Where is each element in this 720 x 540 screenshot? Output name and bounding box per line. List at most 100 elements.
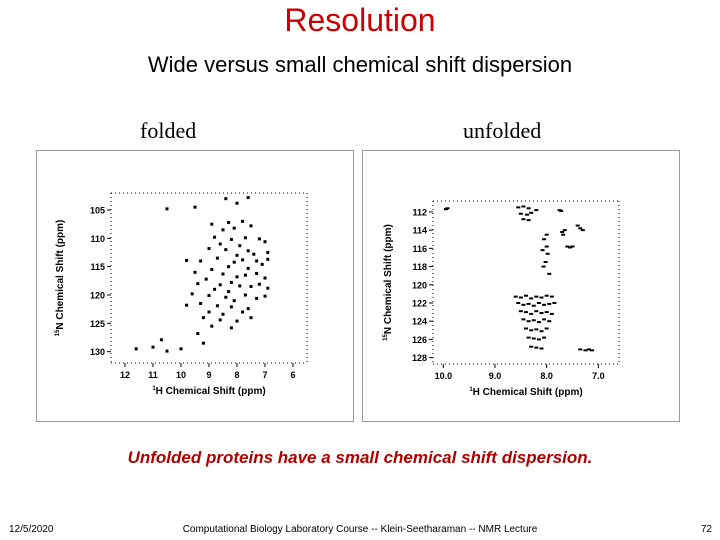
peak-point xyxy=(246,249,250,253)
peak-point xyxy=(513,295,518,298)
x-tick-label: 11 xyxy=(148,370,158,380)
peak-point xyxy=(207,247,211,251)
x-tick-label: 9 xyxy=(206,370,211,380)
y-tick-label: 122 xyxy=(412,298,427,308)
peak-point xyxy=(246,196,250,200)
y-tick-label: 118 xyxy=(412,262,427,272)
peak-point xyxy=(516,206,521,209)
peak-point xyxy=(560,230,565,233)
peak-point xyxy=(241,258,245,262)
unfolded-label: unfolded xyxy=(463,118,542,143)
x-tick-label: 10 xyxy=(176,370,186,380)
peak-point xyxy=(529,345,534,348)
peak-point xyxy=(255,271,259,275)
peak-point xyxy=(151,345,155,349)
x-tick-label: 7.0 xyxy=(592,371,605,381)
peak-point xyxy=(529,211,534,214)
folded-label: folded xyxy=(140,118,197,143)
y-tick-label: 115 xyxy=(90,262,105,272)
peak-point xyxy=(575,224,580,227)
peak-point xyxy=(547,320,552,323)
peak-point xyxy=(536,338,541,341)
peak-point xyxy=(257,282,261,286)
peak-point xyxy=(539,312,544,315)
peak-point xyxy=(534,346,539,349)
peak-point xyxy=(547,272,552,275)
peak-point xyxy=(526,302,531,305)
peak-point xyxy=(196,332,200,336)
peak-point xyxy=(562,229,567,232)
peak-point xyxy=(542,318,547,321)
peak-point xyxy=(445,207,450,210)
y-tick-label: 126 xyxy=(412,335,427,345)
peak-point xyxy=(536,301,541,304)
peak-point xyxy=(266,286,270,290)
peak-point xyxy=(529,297,534,300)
peak-point xyxy=(224,248,228,252)
peak-point xyxy=(529,329,534,332)
peak-point xyxy=(165,349,169,353)
peak-point xyxy=(544,311,549,314)
peak-point xyxy=(243,273,247,277)
peak-point xyxy=(544,245,549,248)
peak-point xyxy=(570,245,575,248)
peak-point xyxy=(213,287,217,291)
y-tick-label: 124 xyxy=(412,317,427,327)
peak-point xyxy=(565,245,570,248)
peak-point xyxy=(539,330,544,333)
peak-point xyxy=(201,341,205,345)
y-tick-label: 112 xyxy=(412,207,427,217)
peak-point xyxy=(521,218,526,221)
peak-point xyxy=(229,305,233,309)
peak-point xyxy=(224,197,228,201)
peak-point xyxy=(525,213,530,216)
peak-point xyxy=(232,260,236,264)
peak-point xyxy=(190,292,194,296)
peak-point xyxy=(516,301,521,304)
peak-point xyxy=(249,285,253,288)
peak-point xyxy=(221,228,225,232)
peak-point xyxy=(243,236,247,240)
peak-point xyxy=(159,338,163,342)
peak-point xyxy=(561,233,566,236)
peak-point xyxy=(543,261,548,264)
peak-point xyxy=(263,240,267,244)
x-axis-label: 1H Chemical Shift (ppm) xyxy=(469,387,582,398)
peak-point xyxy=(193,270,197,274)
peak-point xyxy=(549,295,554,298)
peak-point xyxy=(229,237,233,241)
peak-point xyxy=(547,302,552,305)
peak-point xyxy=(229,326,233,330)
peak-point xyxy=(559,210,564,213)
x-tick-label: 8 xyxy=(234,370,239,380)
peak-point xyxy=(196,282,200,286)
slide-subtitle: Wide versus small chemical shift dispers… xyxy=(147,52,573,77)
peak-point xyxy=(227,265,231,269)
peak-point xyxy=(526,219,531,222)
peak-point xyxy=(218,242,222,246)
peak-point xyxy=(232,299,236,303)
peak-point xyxy=(210,324,214,328)
peak-point xyxy=(179,347,183,351)
peak-point xyxy=(235,201,239,205)
peak-point xyxy=(542,303,547,306)
peak-point xyxy=(215,304,219,308)
peak-point xyxy=(526,336,531,339)
peak-point xyxy=(536,321,541,324)
x-tick-label: 8.0 xyxy=(540,371,553,381)
peak-point xyxy=(246,266,250,270)
peak-point xyxy=(185,258,189,262)
y-tick-label: 105 xyxy=(90,206,105,216)
peak-point xyxy=(221,272,225,276)
peak-point xyxy=(238,244,242,248)
peak-point xyxy=(524,311,528,314)
slide-title: Resolution xyxy=(284,2,436,38)
peak-point xyxy=(590,349,595,352)
y-tick-label: 110 xyxy=(90,234,105,244)
peak-point xyxy=(199,302,203,305)
peak-point xyxy=(229,281,233,285)
peak-point xyxy=(534,328,539,331)
peak-point xyxy=(210,268,214,271)
peak-point xyxy=(243,293,247,297)
peak-point xyxy=(531,319,536,322)
